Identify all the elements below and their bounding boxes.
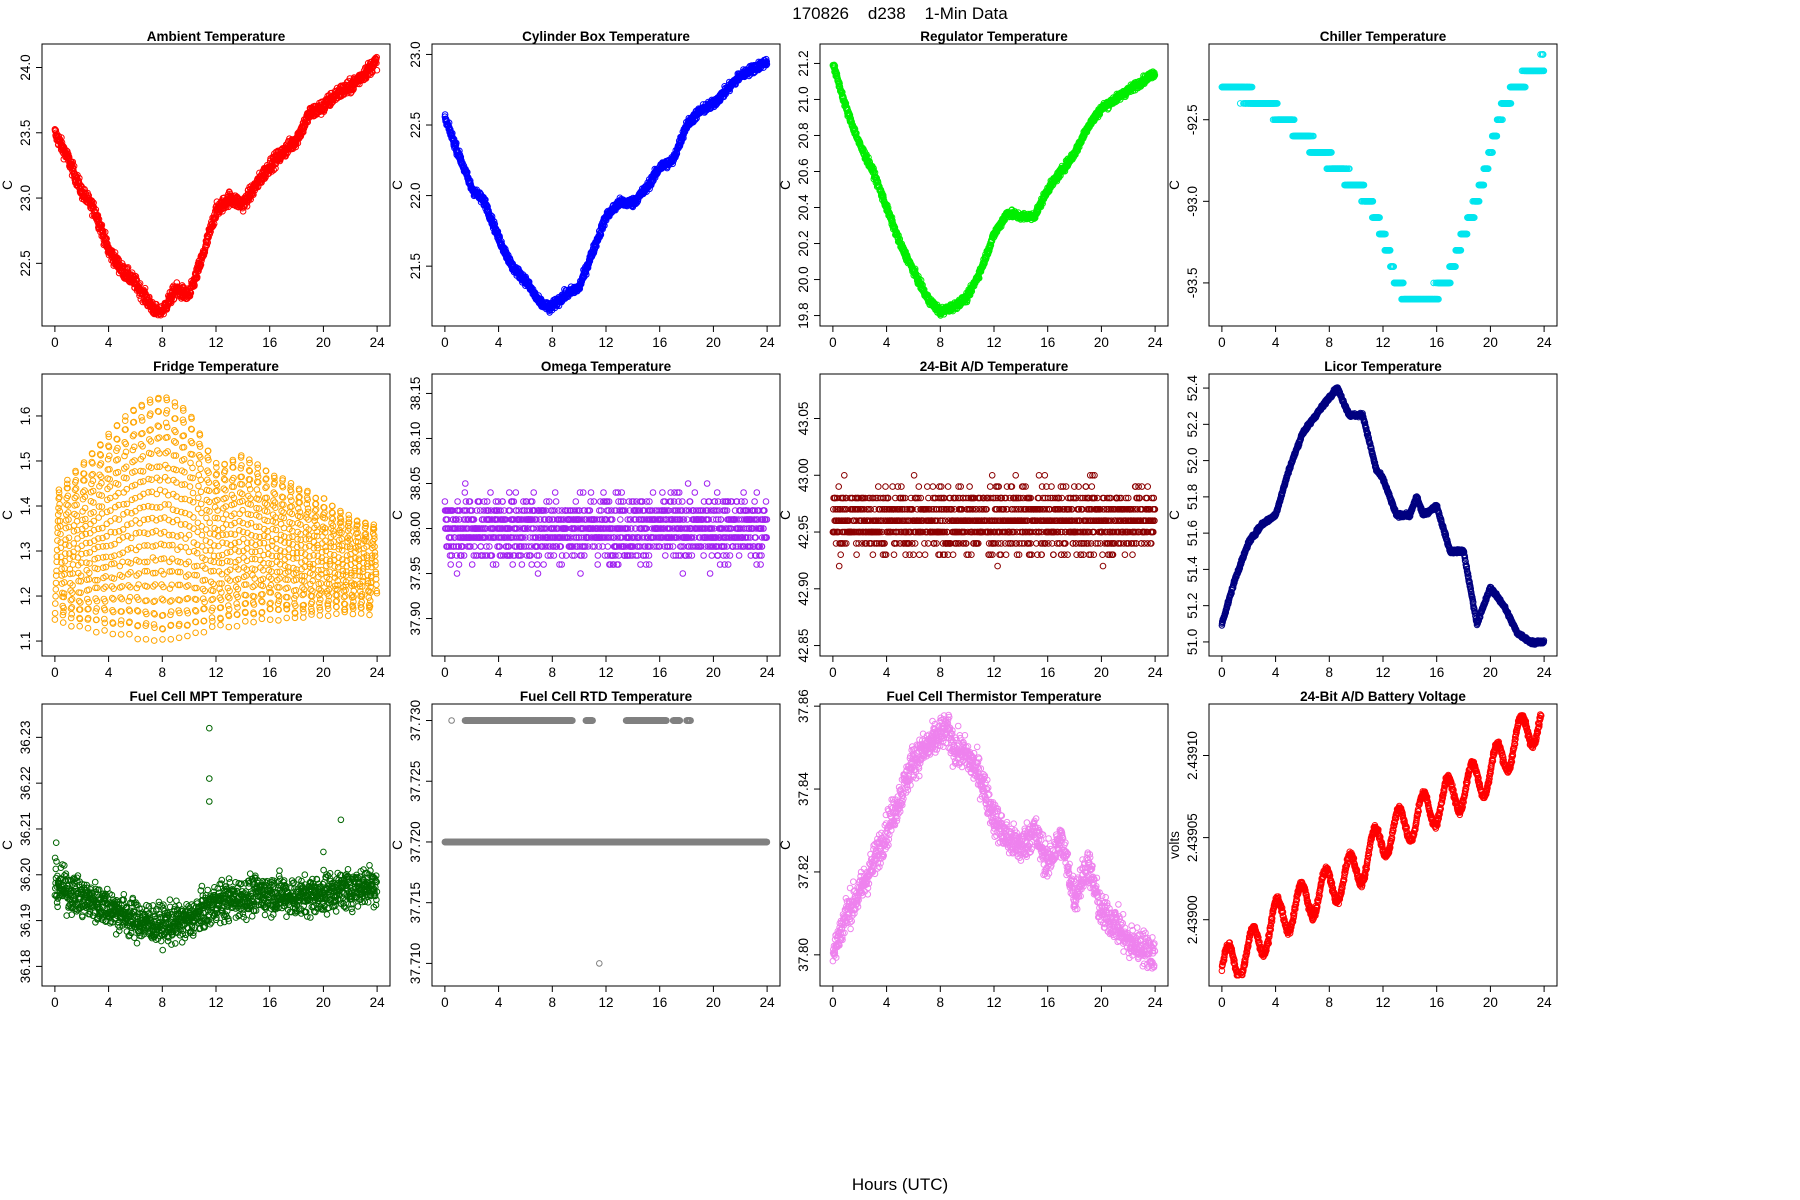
y-tick-label: 22.5 <box>18 250 33 276</box>
panel-1: Ambient Temperature C 0 4 8 12 16 20 24 22.5 23.0 2… <box>0 29 391 350</box>
data-points <box>829 61 1159 319</box>
x-tick-label: 20 <box>316 335 331 350</box>
x-tick-label: 8 <box>1326 335 1334 350</box>
x-tick-label: 20 <box>1094 335 1109 350</box>
data-point <box>243 203 251 210</box>
x-tick-label: 24 <box>1537 335 1553 350</box>
data-point <box>132 273 140 280</box>
data-points <box>1218 51 1548 303</box>
data-point <box>170 295 178 302</box>
data-point <box>63 147 70 154</box>
y-axis-label: C <box>390 180 405 190</box>
x-tick-label: 4 <box>1272 335 1280 350</box>
data-point <box>201 246 209 253</box>
data-point <box>94 212 102 219</box>
y-tick-label: 23.5 <box>18 120 33 146</box>
y-tick-label: -93.5 <box>1185 268 1200 299</box>
x-tick-label: 12 <box>986 335 1001 350</box>
data-point <box>52 127 60 134</box>
y-tick-label: 20.2 <box>796 230 811 256</box>
x-tick-label: 16 <box>1040 335 1055 350</box>
y-tick-label: 20.8 <box>796 122 811 148</box>
x-tick-label: 16 <box>652 335 667 350</box>
y-tick-label: 24.0 <box>18 54 33 80</box>
y-tick-label: 20.0 <box>796 266 811 292</box>
data-point <box>191 281 198 289</box>
y-tick-label: -93.0 <box>1185 186 1200 217</box>
y-tick-label: 21.2 <box>796 50 811 76</box>
x-tick-label: 20 <box>1483 335 1498 350</box>
x-tick-label: 4 <box>495 335 503 350</box>
data-point <box>58 134 65 141</box>
data-points <box>51 53 381 319</box>
x-tick-label: 24 <box>1148 335 1164 350</box>
x-tick-label: 12 <box>1375 335 1390 350</box>
x-tick-label: 8 <box>937 335 945 350</box>
y-tick-label: 22.5 <box>408 112 423 138</box>
data-point <box>136 280 144 287</box>
x-tick-label: 24 <box>370 335 386 350</box>
data-point <box>90 199 97 207</box>
x-tick-label: 4 <box>105 335 113 350</box>
x-tick-label: 16 <box>262 335 277 350</box>
x-tick-label: 16 <box>1429 335 1444 350</box>
y-axis-label: C <box>0 180 15 190</box>
x-tick-label: 0 <box>829 335 837 350</box>
data-point <box>70 162 78 170</box>
x-tick-label: 4 <box>883 335 891 350</box>
data-point <box>123 264 131 272</box>
figure-title: 170826 d238 1-Min Data <box>792 4 1008 23</box>
panel-title: Chiller Temperature <box>1320 29 1447 44</box>
data-point <box>111 249 119 256</box>
data-point <box>124 264 132 271</box>
data-points <box>441 55 771 316</box>
panel-title: Cylinder Box Temperature <box>522 29 690 44</box>
data-point <box>197 261 205 269</box>
data-point <box>103 235 110 242</box>
x-tick-label: 0 <box>1218 335 1226 350</box>
x-tick-label: 24 <box>760 335 776 350</box>
panels: Ambient Temperature C 0 4 8 12 16 20 24 22.5 23.0 2… <box>0 29 1558 1010</box>
y-axis-label: C <box>1167 180 1182 190</box>
x-tick-label: 12 <box>208 335 223 350</box>
y-tick-label: -92.5 <box>1185 104 1200 135</box>
plot-frame <box>1208 43 1558 327</box>
data-point <box>101 228 109 236</box>
y-tick-label: 23.0 <box>18 185 33 211</box>
y-tick-label: 20.6 <box>796 158 811 184</box>
data-point <box>203 242 211 249</box>
data-point <box>146 293 153 301</box>
panel-4: Chiller Temperature C 0 4 8 12 16 20 24 -92.5 -93.… <box>1167 29 1558 350</box>
y-tick-label: 22.0 <box>408 182 423 208</box>
y-tick-label: 20.4 <box>796 194 811 221</box>
y-tick-label: 19.8 <box>796 302 811 328</box>
panel-2: Cylinder Box Temperature C 0 4 8 12 16 20 24 21.5… <box>390 29 781 350</box>
x-tick-label: 12 <box>598 335 613 350</box>
panel-title: Regulator Temperature <box>920 29 1068 44</box>
data-point <box>186 292 194 300</box>
panel-title: Ambient Temperature <box>147 29 286 44</box>
x-tick-label: 0 <box>441 335 449 350</box>
y-tick-label: 21.5 <box>408 253 423 279</box>
panel-3: Regulator Temperature C 0 4 8 12 16 20 24 19.8 20.… <box>778 29 1169 350</box>
y-axis-label: C <box>778 180 793 190</box>
x-tick-label: 0 <box>51 335 59 350</box>
y-tick-label: 21.0 <box>796 86 811 112</box>
plot-frame <box>819 43 1169 327</box>
x-tick-label: 20 <box>706 335 721 350</box>
x-tick-label: 8 <box>549 335 557 350</box>
y-tick-label: 23.0 <box>408 41 423 67</box>
x-tick-label: 8 <box>159 335 167 350</box>
